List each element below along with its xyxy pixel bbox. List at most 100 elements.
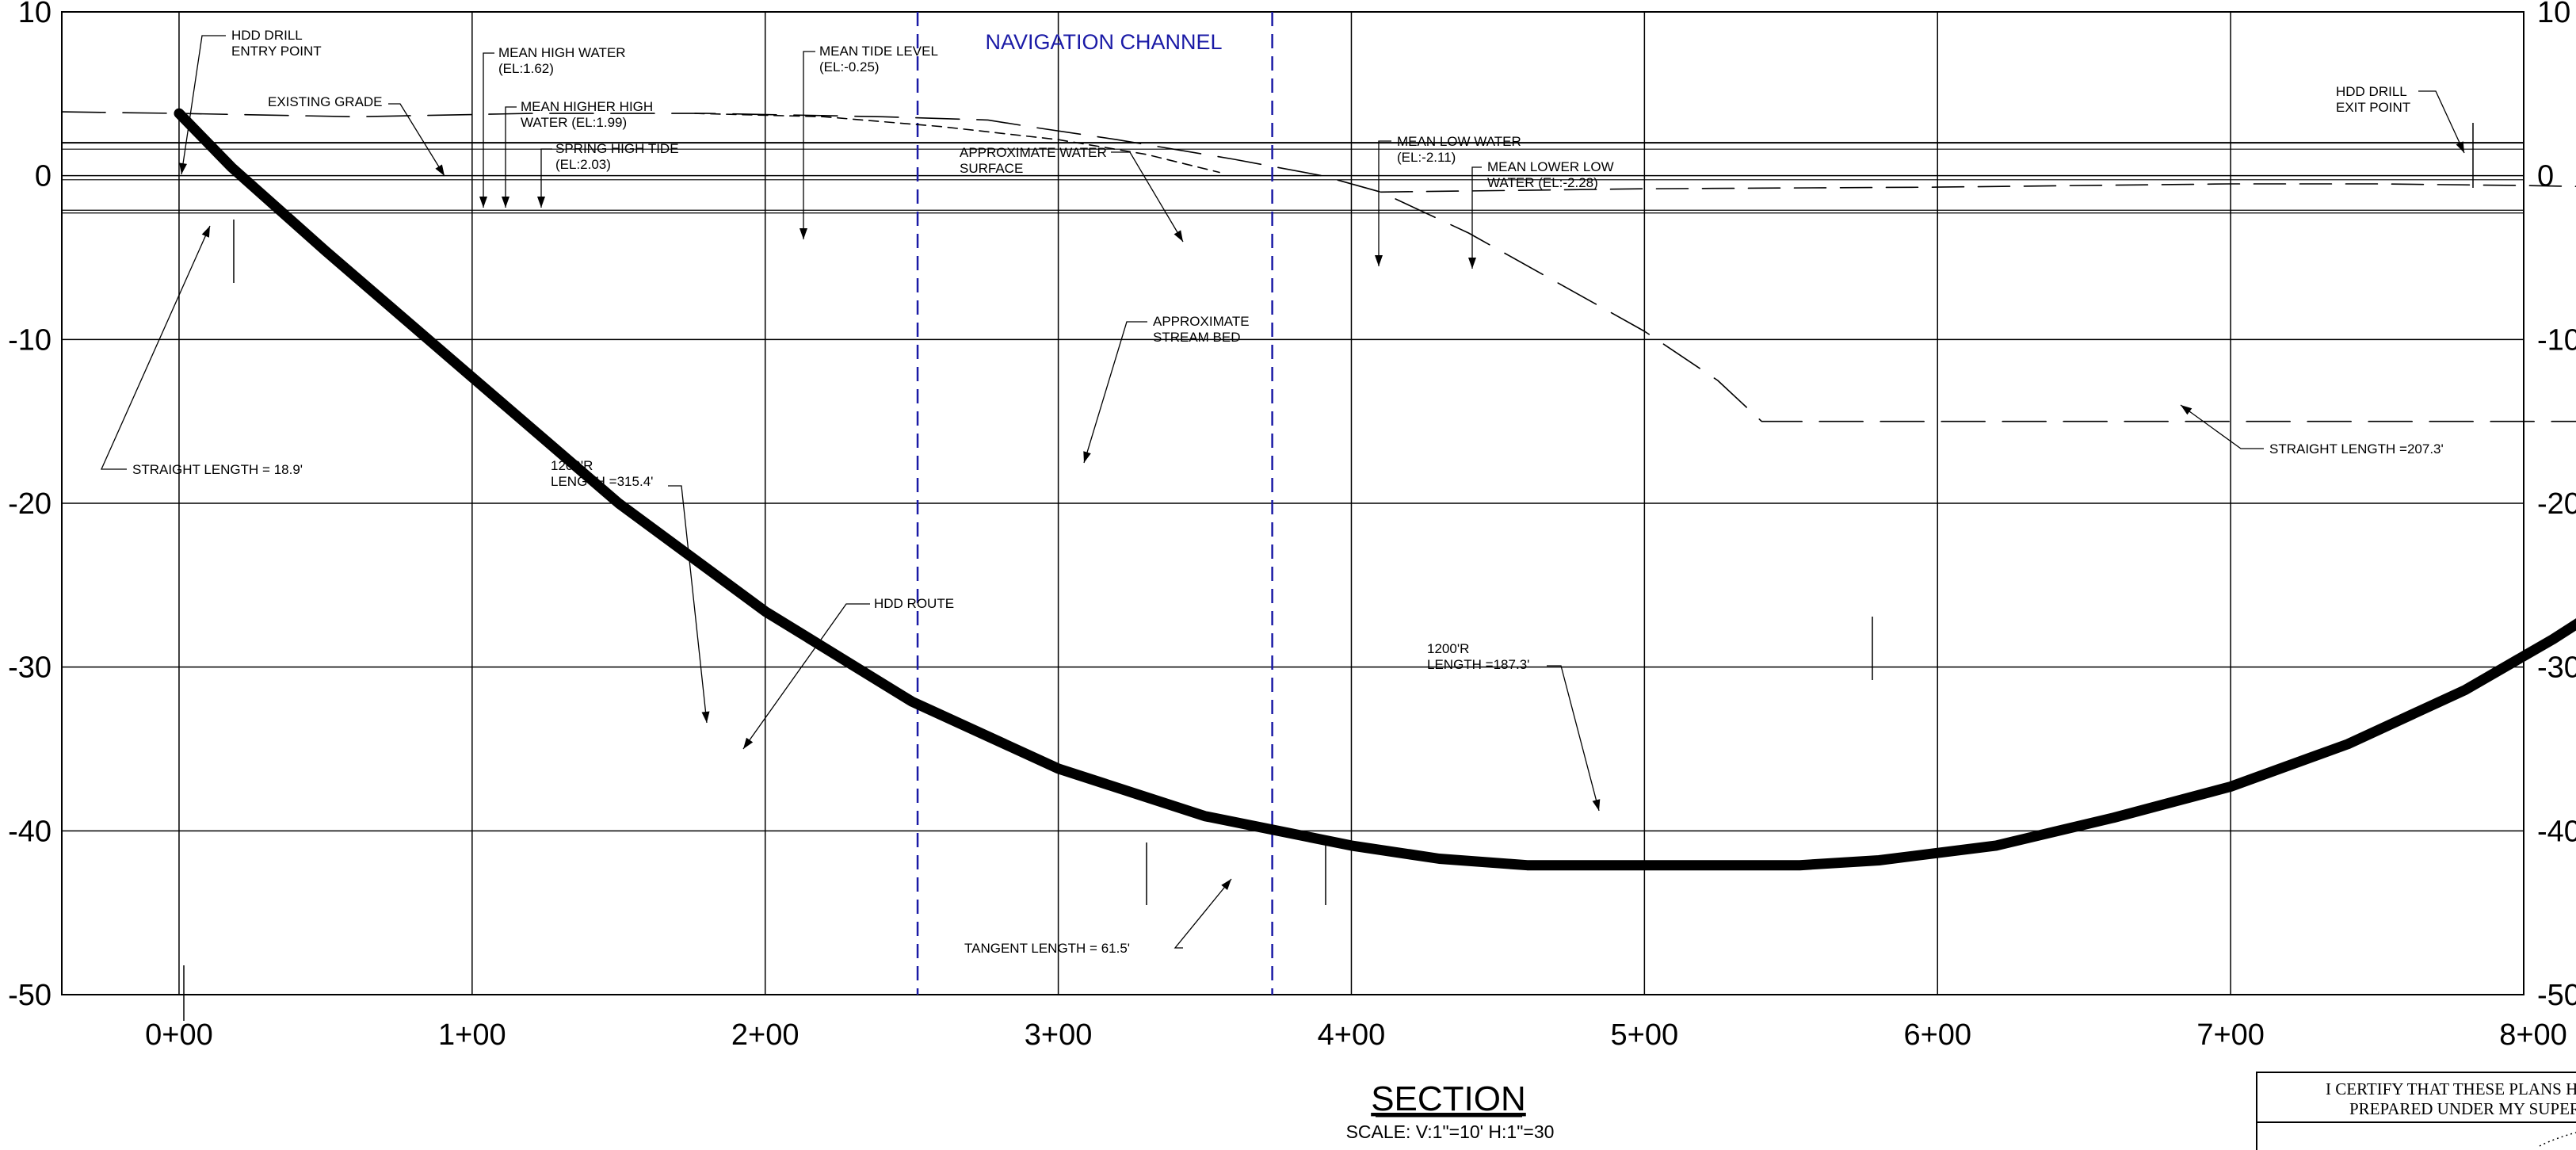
annotation-notes: HDD DRILL ENTRY POINT EXISTING GRADE MEAN H…: [132, 28, 2444, 956]
annotation-line: (EL:2.03): [555, 157, 611, 172]
annotation-line: SURFACE: [960, 161, 1023, 176]
leader-arrowhead: [1174, 230, 1183, 242]
annotation-note: 1200'R LENGTH =315.4': [551, 458, 653, 489]
navigation-channel-label: NAVIGATION CHANNEL: [985, 30, 1222, 54]
water-level-lines: [62, 142, 2524, 214]
annotation-note: TANGENT LENGTH = 61.5': [964, 941, 1130, 956]
leader-line: [1471, 166, 1482, 269]
certification-line-1: I CERTIFY THAT THESE PLANS H: [2326, 1079, 2576, 1098]
annotation-note: STRAIGHT LENGTH = 18.9': [132, 462, 303, 477]
annotation-line: LENGTH =187.3': [1427, 657, 1529, 672]
x-tick-label: 4+00: [1318, 1018, 1386, 1052]
leader-line: [1174, 878, 1232, 949]
series-hdd-route: [174, 108, 2576, 871]
y-tick-label-left: -20: [8, 487, 52, 521]
annotation-line: APPROXIMATE: [1153, 314, 1250, 329]
y-tick-label-left: 0: [35, 160, 52, 193]
leader-line: [2418, 90, 2465, 154]
x-tick-label: 1+00: [438, 1018, 506, 1052]
annotation-note: HDD DRILL EXIT POINT: [2336, 84, 2410, 115]
y-tick-label-right: -20: [2537, 487, 2576, 521]
leader-line: [181, 35, 226, 175]
leader-arrowhead: [701, 711, 710, 723]
y-tick-label-left: -50: [8, 979, 52, 1012]
leader-line: [505, 106, 517, 208]
annotation-line: TANGENT LENGTH = 61.5': [964, 941, 1130, 956]
y-tick-label-right: 10: [2537, 0, 2570, 29]
annotation-note: APPROXIMATE WATER SURFACE: [960, 145, 1107, 176]
series-approximate-water-surface: [1380, 183, 2576, 193]
annotation-line: APPROXIMATE WATER: [960, 145, 1107, 160]
annotation-line: (EL:-2.11): [1397, 150, 1456, 165]
y-tick-label-right: -40: [2537, 815, 2576, 848]
leader-line: [540, 148, 552, 208]
y-tick-label-right: -10: [2537, 323, 2576, 357]
x-tick-label: 8+00: [2499, 1018, 2567, 1052]
series-spring-high-tide: [694, 113, 1220, 174]
navigation-channel: [916, 12, 1273, 995]
leader-line: [1378, 140, 1391, 266]
annotation-note: MEAN LOW WATER (EL:-2.11): [1397, 134, 1521, 165]
leader-arrowhead: [537, 197, 545, 208]
annotation-line: HDD DRILL: [231, 28, 303, 43]
annotation-line: MEAN TIDE LEVEL: [819, 44, 938, 59]
annotation-line: MEAN HIGH WATER: [498, 45, 626, 60]
annotation-line: (EL:1.62): [498, 61, 554, 76]
x-tick-label: 3+00: [1025, 1018, 1093, 1052]
annotation-line: STRAIGHT LENGTH =207.3': [2269, 441, 2444, 457]
leader-line: [1547, 665, 1600, 812]
annotation-line: SPRING HIGH TIDE: [555, 141, 679, 156]
annotation-line: EXIT POINT: [2336, 100, 2410, 115]
annotation-line: (EL:-0.25): [819, 59, 880, 75]
certification-line-2: PREPARED UNDER MY SUPER: [2349, 1099, 2576, 1118]
annotation-note: EXISTING GRADE: [268, 94, 383, 109]
leader-line: [803, 51, 815, 239]
annotation-line: MEAN HIGHER HIGH: [521, 99, 653, 114]
leader-line: [742, 603, 870, 750]
leader-arrowhead: [201, 226, 210, 238]
leader-line: [1111, 151, 1184, 243]
annotation-line: STRAIGHT LENGTH = 18.9': [132, 462, 303, 477]
annotation-note: MEAN LOWER LOW WATER (EL:-2.28): [1487, 159, 1614, 190]
leader-arrowhead: [479, 197, 487, 208]
annotation-line: MEAN LOW WATER: [1397, 134, 1521, 149]
y-tick-label-left: -10: [8, 323, 52, 357]
profile-series: [61, 108, 2576, 871]
annotation-note: MEAN HIGH WATER (EL:1.62): [498, 45, 626, 76]
y-tick-label-right: -30: [2537, 651, 2576, 685]
annotation-line: 1200'R: [1427, 641, 1469, 656]
leader-arrowhead: [179, 162, 187, 174]
leader-line: [388, 103, 445, 177]
annotation-line: LENGTH =315.4': [551, 474, 653, 489]
x-tick-label: 0+00: [145, 1018, 213, 1052]
leader-line: [668, 485, 708, 724]
annotation-line: ENTRY POINT: [231, 44, 322, 59]
annotation-note: HDD DRILL ENTRY POINT: [231, 28, 322, 59]
y-tick-label-left: -30: [8, 651, 52, 685]
certification-box: [2256, 1072, 2576, 1150]
y-tick-label-right: -50: [2537, 979, 2576, 1012]
annotation-line: 1200'R: [551, 458, 593, 473]
y-tick-label-right: 0: [2537, 160, 2554, 193]
x-tick-label: 5+00: [1611, 1018, 1679, 1052]
signature-stroke: [2539, 1132, 2576, 1147]
y-tick-label-left: 10: [18, 0, 52, 29]
series-existing-grade: [61, 111, 2576, 422]
leader-arrowhead: [1083, 451, 1091, 463]
leader-arrowhead: [502, 197, 509, 208]
leader-line: [2180, 404, 2264, 449]
leader-arrowhead: [800, 228, 807, 239]
annotation-note: STRAIGHT LENGTH =207.3': [2269, 441, 2444, 457]
annotation-line: MEAN LOWER LOW: [1487, 159, 1614, 174]
leader-arrowhead: [1468, 258, 1476, 269]
annotation-note: 1200'R LENGTH =187.3': [1427, 641, 1529, 672]
annotation-line: EXISTING GRADE: [268, 94, 383, 109]
section-title: SECTION: [1371, 1079, 1526, 1118]
annotation-note: APPROXIMATE STREAM BED: [1153, 314, 1250, 345]
leader-arrowhead: [1375, 255, 1383, 266]
leader-arrowhead: [435, 164, 445, 176]
annotation-line: STREAM BED: [1153, 330, 1241, 345]
grid: [61, 11, 2524, 995]
certification-block: I CERTIFY THAT THESE PLANS H PREPARED UN…: [2256, 1072, 2576, 1150]
